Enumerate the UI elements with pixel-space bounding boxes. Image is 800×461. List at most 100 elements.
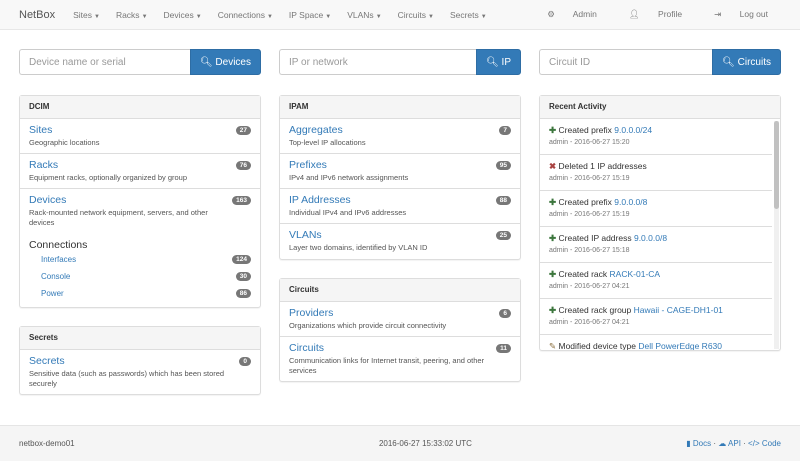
caret-down-icon: ▼	[93, 13, 100, 20]
activity-link[interactable]: Hawaii - CAGE-DH1-01	[633, 305, 723, 315]
activity-item: ✚ Created prefix 9.0.0.0/24 admin - 2016…	[540, 119, 772, 155]
ip-search-input[interactable]	[279, 49, 477, 75]
activity-link[interactable]: 9.0.0.0/8	[614, 197, 648, 207]
recent-activity-panel: Recent Activity ✚ Created prefix 9.0.0.0…	[539, 95, 781, 351]
caret-down-icon: ▼	[427, 13, 434, 20]
profile-link[interactable]: 👤︎ Profile	[628, 9, 683, 19]
secrets-panel: Secrets Secrets 0 Sensitive data (such a…	[19, 325, 261, 395]
activity-meta: admin - 2016-06-27 15:18	[549, 247, 630, 254]
connection-item: Interfaces 124	[29, 251, 251, 268]
list-item: Secrets 0 Sensitive data (such as passwo…	[20, 350, 260, 394]
circuit-search-button[interactable]: 🔍︎ Circuits	[712, 49, 781, 75]
list-item: Circuits 11 Communication links for Inte…	[280, 337, 520, 381]
activity-meta: admin - 2016-06-27 15:19	[549, 211, 630, 218]
connection-link[interactable]: Power	[41, 288, 64, 298]
cloud-icon: ☁	[718, 439, 727, 448]
item-description: Layer two domains, identified by VLAN ID	[289, 243, 428, 253]
item-link[interactable]: Sites	[29, 124, 53, 136]
search-icon: 🔍︎	[199, 56, 213, 68]
connections-label: Connections	[29, 238, 88, 251]
remove-icon: ✖	[549, 161, 557, 171]
plus-icon: ✚	[549, 233, 557, 243]
item-link[interactable]: Aggregates	[289, 124, 343, 136]
activity-meta: admin - 2016-06-27 04:21	[549, 283, 630, 290]
count-badge: 11	[496, 343, 511, 353]
panel-heading: DCIM	[20, 96, 260, 119]
item-link[interactable]: VLANs	[289, 229, 322, 242]
device-search-button[interactable]: 🔍︎ Devices	[189, 49, 261, 75]
item-link[interactable]: Devices	[29, 194, 67, 207]
plus-icon: ✚	[549, 197, 557, 207]
nav-menu-connections[interactable]: Connections ▼	[217, 9, 273, 20]
item-link[interactable]: IP Addresses	[289, 194, 351, 207]
connection-link[interactable]: Interfaces	[41, 254, 77, 264]
nav-menu-vlans[interactable]: VLANs ▼	[347, 9, 382, 20]
count-badge: 27	[235, 126, 251, 135]
nav-menu-ip-space[interactable]: IP Space ▼	[288, 9, 332, 20]
list-item: VLANs 25 Layer two domains, identified b…	[280, 224, 520, 258]
count-badge: 7	[499, 126, 511, 135]
activity-link[interactable]: 9.0.0.0/24	[614, 125, 653, 135]
list-item: IP Addresses 88 Individual IPv4 and IPv6…	[280, 189, 520, 225]
list-item: Prefixes 95 IPv4 and IPv6 network assign…	[280, 154, 520, 190]
list-item: Devices 163 Rack-mounted network equipme…	[20, 189, 260, 233]
scrollbar-thumb[interactable]	[774, 121, 779, 209]
list-item: Providers 6 Organizations which provide …	[280, 302, 520, 337]
caret-down-icon: ▼	[480, 13, 487, 20]
admin-link[interactable]: ⚙ Admin	[547, 9, 597, 19]
item-description: Individual IPv4 and IPv6 addresses	[289, 208, 407, 218]
plus-icon: ✚	[549, 269, 557, 279]
pencil-icon: ✎	[549, 341, 557, 350]
connection-item: Console 30	[29, 268, 251, 285]
nav-menu-devices[interactable]: Devices ▼	[163, 9, 202, 20]
code-link[interactable]: </> Code	[748, 439, 781, 448]
api-link[interactable]: ☁ API	[718, 439, 741, 448]
device-search-input[interactable]	[19, 49, 190, 75]
nav-menu-sites[interactable]: Sites ▼	[73, 9, 100, 20]
server-time: 2016-06-27 15:33:02 UTC	[378, 439, 472, 448]
nav-menu-circuits[interactable]: Circuits ▼	[397, 9, 434, 20]
scrollbar[interactable]	[774, 121, 779, 349]
item-link[interactable]: Prefixes	[289, 159, 327, 172]
item-link[interactable]: Providers	[289, 306, 334, 319]
middle-column: 🔍︎ IP IPAM Aggregates 7 Top-level IP all…	[279, 49, 521, 400]
list-item: Sites 27 Geographic locations	[20, 119, 260, 155]
logout-link[interactable]: ⇥ Log out	[714, 9, 768, 19]
item-link[interactable]: Circuits	[289, 341, 325, 354]
nav-menu-racks[interactable]: Racks ▼	[115, 9, 148, 20]
book-icon: ▮	[686, 439, 691, 448]
search-icon: 🔍︎	[722, 56, 735, 68]
docs-link[interactable]: ▮ Docs	[686, 439, 712, 448]
search-icon: 🔍︎	[486, 56, 499, 68]
right-column: 🔍︎ Circuits Recent Activity ✚ Created pr…	[539, 49, 781, 369]
connection-item: Power 86	[29, 285, 251, 302]
ipam-panel: IPAM Aggregates 7 Top-level IP allocatio…	[279, 95, 521, 260]
device-search: 🔍︎ Devices	[19, 49, 261, 75]
ip-search-button[interactable]: 🔍︎ IP	[476, 49, 521, 75]
item-link[interactable]: Secrets	[29, 354, 65, 367]
hostname: netbox-demo01	[19, 439, 75, 448]
brand-logo[interactable]: NetBox	[19, 8, 56, 21]
dcim-panel: DCIM Sites 27 Geographic locations Racks…	[19, 95, 261, 308]
item-description: Geographic locations	[29, 138, 100, 147]
connections-row: Connections Interfaces 124 Console 30 Power 8…	[20, 234, 260, 307]
list-item: Aggregates 7 Top-level IP allocations	[280, 119, 520, 155]
item-link[interactable]: Racks	[29, 159, 59, 172]
item-description: Rack-mounted network equipment, servers,…	[29, 208, 208, 228]
nav-menu-secrets[interactable]: Secrets ▼	[449, 9, 487, 20]
count-badge: 0	[239, 356, 251, 366]
item-description: Communication links for Internet transit…	[289, 355, 485, 375]
connection-link[interactable]: Console	[41, 271, 71, 281]
ip-search: 🔍︎ IP	[279, 49, 521, 75]
count-badge: 86	[235, 288, 251, 298]
activity-link[interactable]: Dell PowerEdge R630	[638, 341, 723, 350]
activity-list: ✚ Created prefix 9.0.0.0/24 admin - 2016…	[540, 119, 780, 350]
item-description: Equipment racks, optionally organized by…	[29, 173, 188, 183]
left-column: 🔍︎ Devices DCIM Sites 27 Geographic loca…	[19, 49, 261, 413]
circuit-search-input[interactable]	[539, 49, 713, 75]
count-badge: 163	[232, 196, 251, 206]
activity-link[interactable]: 9.0.0.0/8	[633, 233, 668, 243]
activity-item: ✖ Deleted 1 IP addresses admin - 2016-06…	[540, 155, 772, 191]
activity-item: ✚ Created rack RACK-01-CA admin - 2016-0…	[540, 263, 772, 299]
activity-link[interactable]: RACK-01-CA	[609, 269, 661, 279]
